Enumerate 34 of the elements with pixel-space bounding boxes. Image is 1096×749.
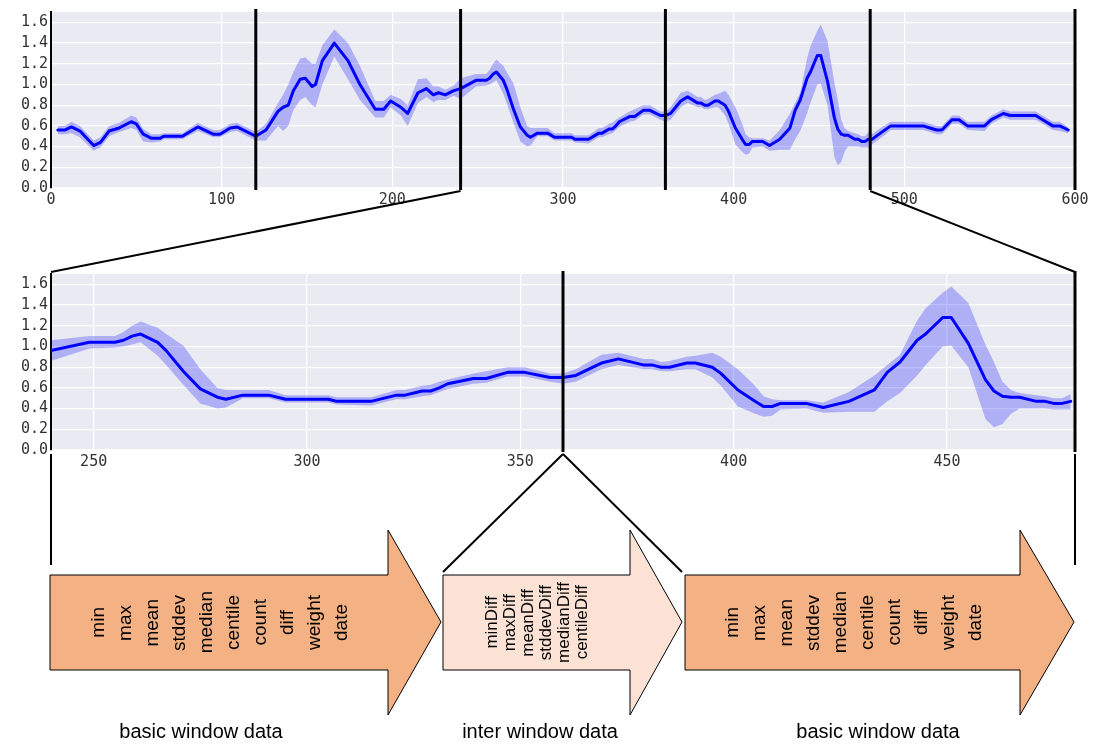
y-tick-label: 1.6 — [20, 274, 48, 293]
text: min max mean stddev median centile count diff weight date — [720, 591, 985, 654]
text: basic window data — [119, 720, 283, 743]
x-tick-label: 200 — [378, 189, 406, 208]
y-tick-label: 1.2 — [20, 315, 48, 334]
text: basic window data — [796, 720, 960, 743]
y-tick-label: 0.8 — [20, 357, 48, 376]
x-tick-label: 250 — [80, 451, 108, 470]
x-tick-label: 100 — [208, 189, 236, 208]
text: min max mean stddev median centile count diff weight date — [87, 591, 351, 654]
y-tick-label: 1.6 — [20, 12, 48, 31]
y-tick-label: 0.2 — [20, 157, 48, 176]
y-tick-label: 1.4 — [20, 32, 48, 51]
y-tick-label: 1.4 — [20, 294, 48, 313]
x-tick-label: 400 — [720, 189, 748, 208]
x-tick-label: 300 — [293, 451, 321, 470]
x-tick-label: 450 — [933, 451, 961, 470]
y-tick-label: 0.6 — [20, 377, 48, 396]
x-tick-label: 400 — [720, 451, 748, 470]
text: minDiff maxDiff meanDiff stddevDiff medianDiff centileDiff — [482, 582, 591, 663]
y-tick-label: 0.4 — [20, 398, 48, 417]
x-tick-label: 300 — [549, 189, 577, 208]
y-tick-label: 0.0 — [20, 439, 48, 458]
y-tick-label: 1.2 — [20, 53, 48, 72]
text: inter window data — [462, 720, 618, 743]
y-tick-label: 0.4 — [20, 136, 48, 155]
y-tick-label: 1.0 — [20, 74, 48, 93]
y-tick-label: 0.6 — [20, 115, 48, 134]
x-tick-label: 600 — [1061, 189, 1089, 208]
x-tick-label: 350 — [506, 451, 534, 470]
y-tick-label: 0.2 — [20, 419, 48, 438]
y-tick-label: 0.8 — [20, 95, 48, 114]
y-tick-label: 1.0 — [20, 336, 48, 355]
x-tick-label: 500 — [890, 189, 918, 208]
